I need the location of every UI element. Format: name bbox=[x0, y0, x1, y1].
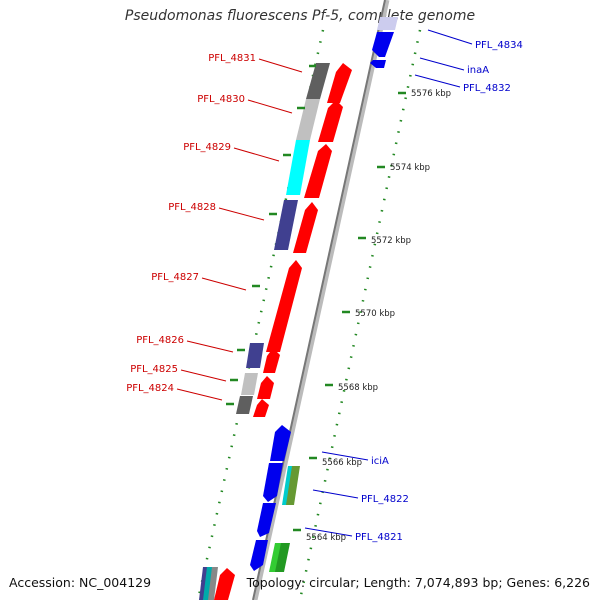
label-leader bbox=[233, 147, 280, 162]
cog-block bbox=[241, 373, 258, 395]
gene-label-left: PFL_4826 bbox=[136, 335, 184, 346]
gene-arrow bbox=[318, 100, 343, 142]
cog-block bbox=[208, 567, 218, 600]
gene-label-right: PFL_4821 bbox=[355, 532, 403, 543]
gene-arrow bbox=[293, 202, 318, 253]
gene-arrow bbox=[250, 540, 268, 571]
gene-arrow bbox=[253, 399, 269, 417]
gene-label-left: PFL_4825 bbox=[130, 364, 178, 375]
gene-label-right: inaA bbox=[467, 65, 489, 76]
gene-arrow bbox=[257, 503, 276, 537]
topology-text: Topology: circular; Length: 7,074,893 bp… bbox=[246, 575, 590, 590]
gene-label-left: PFL_4831 bbox=[208, 53, 256, 64]
scale-tick-label: 5576 kbp bbox=[411, 89, 451, 99]
scale-tick-label: 5572 kbp bbox=[371, 236, 411, 246]
scale-tick-label: 5564 kbp bbox=[306, 533, 346, 543]
cog-block bbox=[286, 466, 300, 505]
label-leader bbox=[247, 99, 293, 114]
label-leader bbox=[312, 489, 359, 499]
label-leader bbox=[180, 369, 227, 382]
label-leader bbox=[186, 340, 234, 353]
gene-label-left: PFL_4824 bbox=[126, 383, 174, 394]
cog-block bbox=[246, 343, 264, 368]
gene-arrow bbox=[304, 144, 332, 198]
cog-block bbox=[286, 140, 310, 195]
gene-arrow bbox=[270, 425, 291, 461]
backbone-ring bbox=[252, 0, 390, 600]
gene-label-left: PFL_4830 bbox=[197, 94, 245, 105]
cog-block bbox=[306, 63, 330, 99]
gene-arrow bbox=[372, 32, 394, 57]
scale-tick-label: 5566 kbp bbox=[322, 458, 362, 468]
cog-block bbox=[236, 396, 253, 414]
cog-block bbox=[203, 567, 213, 600]
gene-label-right: PFL_4834 bbox=[475, 40, 523, 51]
label-leader bbox=[321, 451, 369, 461]
gene-label-right: iciA bbox=[371, 456, 389, 467]
label-leader bbox=[176, 388, 223, 401]
gene-label-left: PFL_4829 bbox=[183, 142, 231, 153]
label-leader bbox=[201, 277, 247, 291]
gene-label-right: PFL_4832 bbox=[463, 83, 511, 94]
label-leader bbox=[427, 29, 473, 45]
label-leader bbox=[258, 58, 303, 73]
gene-arrow bbox=[377, 17, 398, 30]
scale-tick-label: 5570 kbp bbox=[355, 309, 395, 319]
gene-arrow bbox=[327, 63, 352, 103]
backbone-ring-edge bbox=[252, 0, 386, 600]
gene-label-left: PFL_4828 bbox=[168, 202, 216, 213]
scale-tick-label: 5574 kbp bbox=[390, 163, 430, 173]
cog-block bbox=[275, 543, 290, 572]
gene-label-left: PFL_4827 bbox=[151, 272, 199, 283]
gene-arrow bbox=[370, 60, 386, 68]
cog-block bbox=[274, 200, 298, 250]
label-leader bbox=[218, 207, 265, 221]
label-leader bbox=[414, 74, 461, 88]
gene-arrow bbox=[214, 568, 235, 600]
gene-arrow bbox=[266, 260, 302, 352]
gene-arrow bbox=[263, 463, 283, 502]
gene-label-right: PFL_4822 bbox=[361, 494, 409, 505]
gene-arrow bbox=[263, 348, 280, 373]
accession-text: Accession: NC_004129 bbox=[9, 575, 152, 590]
label-leader bbox=[419, 57, 465, 71]
scale-tick-label: 5568 kbp bbox=[338, 383, 378, 393]
gene-arrow bbox=[257, 376, 274, 399]
cog-block bbox=[296, 99, 320, 140]
label-leader bbox=[304, 527, 353, 537]
